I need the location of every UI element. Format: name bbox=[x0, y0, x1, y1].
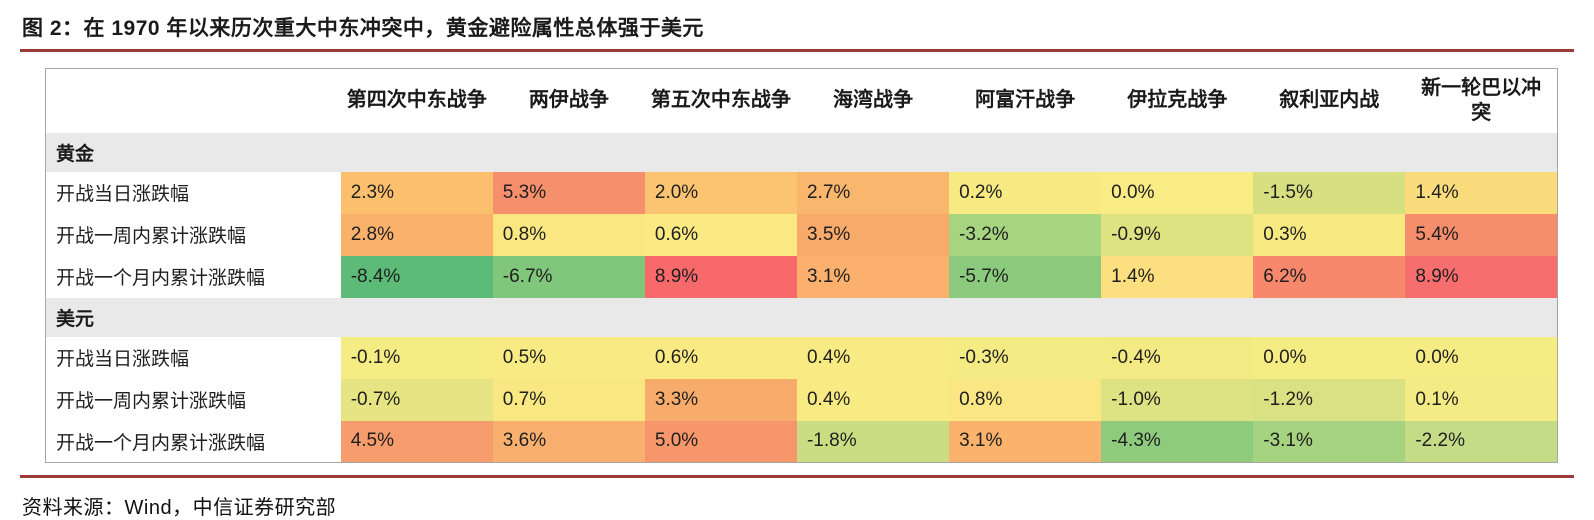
value-cell: 5.3% bbox=[492, 171, 645, 214]
value-cell: 0.8% bbox=[492, 213, 645, 256]
column-header-3: 海湾战争 bbox=[796, 68, 950, 133]
value-cell: 2.8% bbox=[340, 213, 493, 256]
data-row: 开战一个月内累计涨跌幅 4.5% 3.6% 5.0% -1.8% 3.1% -4.3% -3.… bbox=[45, 420, 1558, 463]
column-header-4: 阿富汗战争 bbox=[949, 68, 1102, 133]
table-container: 第四次中东战争 两伊战争 第五次中东战争 海湾战争 阿富汗战争 伊拉克战争 叙利亚内战 新一轮… bbox=[45, 68, 1574, 463]
value-cell: 0.7% bbox=[492, 378, 645, 421]
value-cell: -0.4% bbox=[1101, 336, 1254, 379]
value-cell: -2.2% bbox=[1405, 420, 1558, 463]
value-cell: -1.5% bbox=[1253, 171, 1406, 214]
section-label: 美元 bbox=[45, 297, 1558, 337]
value-cell: 3.5% bbox=[796, 213, 950, 256]
value-cell: -5.7% bbox=[949, 255, 1102, 298]
value-cell: 3.1% bbox=[796, 255, 950, 298]
value-cell: 3.6% bbox=[492, 420, 645, 463]
value-cell: 0.5% bbox=[492, 336, 645, 379]
table-body: 黄金 开战当日涨跌幅 2.3% 5.3% 2.0% 2.7% 0.2% 0.0% -1.5% 1.… bbox=[45, 132, 1558, 463]
value-cell: 2.0% bbox=[644, 171, 797, 214]
value-cell: 1.4% bbox=[1101, 255, 1254, 298]
row-label: 开战当日涨跌幅 bbox=[45, 336, 341, 379]
data-row: 开战当日涨跌幅 -0.1% 0.5% 0.6% 0.4% -0.3% -0.4% 0.0% 0.… bbox=[45, 336, 1558, 379]
value-cell: -1.8% bbox=[796, 420, 950, 463]
value-cell: 3.1% bbox=[949, 420, 1102, 463]
value-cell: 8.9% bbox=[644, 255, 797, 298]
row-label: 开战一周内累计涨跌幅 bbox=[45, 213, 341, 256]
value-cell: 0.0% bbox=[1253, 336, 1406, 379]
value-cell: 0.8% bbox=[949, 378, 1102, 421]
section-row-0: 黄金 bbox=[45, 132, 1558, 172]
figure-title: 图 2：在 1970 年以来历次重大中东冲突中，黄金避险属性总体强于美元 bbox=[22, 17, 704, 40]
value-cell: 2.7% bbox=[796, 171, 950, 214]
value-cell: 8.9% bbox=[1405, 255, 1558, 298]
value-cell: 5.0% bbox=[644, 420, 797, 463]
value-cell: -8.4% bbox=[340, 255, 493, 298]
data-row: 开战当日涨跌幅 2.3% 5.3% 2.0% 2.7% 0.2% 0.0% -1.5% 1.4% bbox=[45, 171, 1558, 214]
title-rule bbox=[20, 49, 1574, 52]
value-cell: 6.2% bbox=[1253, 255, 1406, 298]
value-cell: -0.3% bbox=[949, 336, 1102, 379]
value-cell: -1.0% bbox=[1101, 378, 1254, 421]
source-note: 资料来源：Wind，中信证券研究部 bbox=[22, 497, 337, 519]
table-header: 第四次中东战争 两伊战争 第五次中东战争 海湾战争 阿富汗战争 伊拉克战争 叙利亚内战 新一轮… bbox=[45, 68, 1558, 133]
corner-cell bbox=[45, 68, 341, 133]
value-cell: 0.6% bbox=[644, 213, 797, 256]
row-label: 开战一个月内累计涨跌幅 bbox=[45, 420, 341, 463]
header-row: 第四次中东战争 两伊战争 第五次中东战争 海湾战争 阿富汗战争 伊拉克战争 叙利亚内战 新一轮… bbox=[45, 68, 1558, 133]
value-cell: 0.6% bbox=[644, 336, 797, 379]
value-cell: -1.2% bbox=[1253, 378, 1406, 421]
data-row: 开战一周内累计涨跌幅 2.8% 0.8% 0.6% 3.5% -3.2% -0.9% 0.3%… bbox=[45, 213, 1558, 256]
column-header-2: 第五次中东战争 bbox=[644, 68, 797, 133]
value-cell: 0.4% bbox=[796, 378, 950, 421]
column-header-0: 第四次中东战争 bbox=[340, 68, 493, 133]
value-cell: -0.9% bbox=[1101, 213, 1254, 256]
value-cell: -0.7% bbox=[340, 378, 493, 421]
value-cell: 0.2% bbox=[949, 171, 1102, 214]
column-header-7: 新一轮巴以冲突 bbox=[1405, 68, 1558, 133]
column-header-5: 伊拉克战争 bbox=[1101, 68, 1254, 133]
data-row: 开战一周内累计涨跌幅 -0.7% 0.7% 3.3% 0.4% 0.8% -1.0% -1.2… bbox=[45, 378, 1558, 421]
row-label: 开战当日涨跌幅 bbox=[45, 171, 341, 214]
value-cell: 0.4% bbox=[796, 336, 950, 379]
value-cell: -4.3% bbox=[1101, 420, 1254, 463]
value-cell: 0.1% bbox=[1405, 378, 1558, 421]
value-cell: 1.4% bbox=[1405, 171, 1558, 214]
data-row: 开战一个月内累计涨跌幅 -8.4% -6.7% 8.9% 3.1% -5.7% 1.4% 6.… bbox=[45, 255, 1558, 298]
footer-rule bbox=[20, 475, 1574, 478]
row-label: 开战一个月内累计涨跌幅 bbox=[45, 255, 341, 298]
value-cell: -0.1% bbox=[340, 336, 493, 379]
column-header-6: 叙利亚内战 bbox=[1253, 68, 1406, 133]
value-cell: -6.7% bbox=[492, 255, 645, 298]
column-header-1: 两伊战争 bbox=[492, 68, 645, 133]
value-cell: 0.3% bbox=[1253, 213, 1406, 256]
conflict-performance-table: 第四次中东战争 两伊战争 第五次中东战争 海湾战争 阿富汗战争 伊拉克战争 叙利亚内战 新一轮… bbox=[45, 68, 1558, 463]
value-cell: 5.4% bbox=[1405, 213, 1558, 256]
value-cell: 0.0% bbox=[1101, 171, 1254, 214]
value-cell: 2.3% bbox=[340, 171, 493, 214]
row-label: 开战一周内累计涨跌幅 bbox=[45, 378, 341, 421]
section-label: 黄金 bbox=[45, 132, 1558, 172]
value-cell: 3.3% bbox=[644, 378, 797, 421]
value-cell: 0.0% bbox=[1405, 336, 1558, 379]
value-cell: -3.1% bbox=[1253, 420, 1406, 463]
value-cell: -3.2% bbox=[949, 213, 1102, 256]
value-cell: 4.5% bbox=[340, 420, 493, 463]
section-row-1: 美元 bbox=[45, 297, 1558, 337]
